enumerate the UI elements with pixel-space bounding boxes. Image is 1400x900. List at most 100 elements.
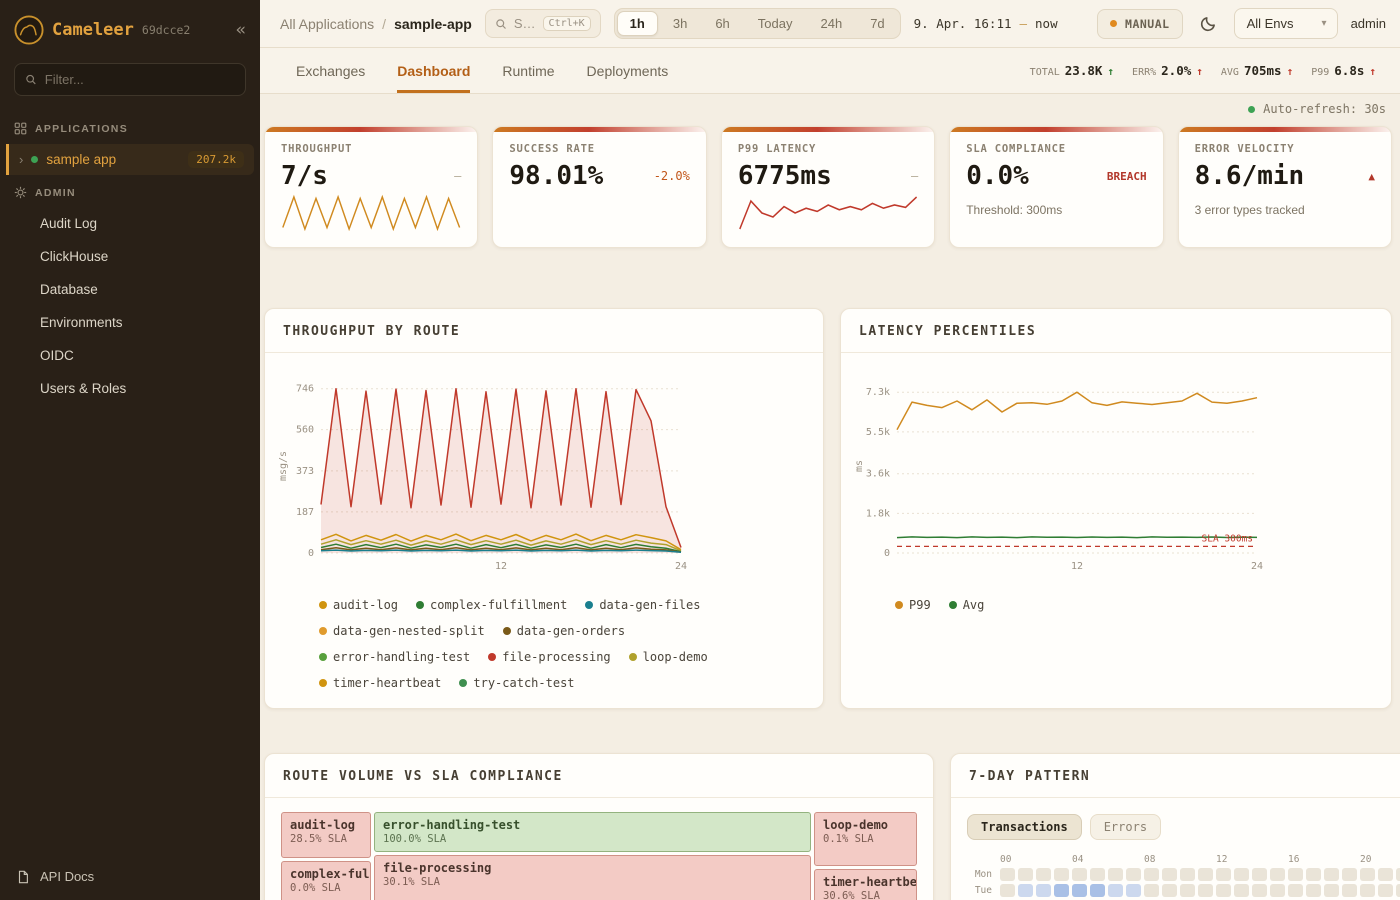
sidebar-item-sample-app[interactable]: › sample app 207.2k [6, 144, 254, 175]
dashboard-content: Auto-refresh: 30s THROUGHPUT 7/s – SUCCESS … [260, 94, 1400, 900]
app-name: Cameleer [52, 20, 134, 40]
sidebar-item-audit-log[interactable]: Audit Log [40, 216, 98, 231]
search-placeholder: S… [513, 16, 536, 31]
heatmap-cell [1072, 884, 1087, 897]
sidebar-filter-input[interactable] [44, 72, 235, 87]
tab-exchanges[interactable]: Exchanges [296, 62, 366, 79]
time-range-3h[interactable]: 3h [660, 11, 700, 36]
legend-item-p99[interactable]: P99 [895, 598, 931, 612]
legend-dot [319, 679, 327, 687]
legend-dot [459, 679, 468, 687]
kpi-card-error-velocity: ERROR VELOCITY 8.6/min ▲ 3 error types trac… [1177, 126, 1393, 248]
manual-refresh-button[interactable]: MANUAL [1097, 8, 1183, 39]
treemap-tile-error-handling-test[interactable]: error-handling-test 100.0% SLA [374, 812, 811, 852]
svg-text:0: 0 [308, 548, 314, 559]
svg-text:3.6k: 3.6k [866, 469, 890, 480]
kpi-accent-strip [493, 127, 706, 132]
time-range-6h[interactable]: 6h [702, 11, 742, 36]
svg-text:12: 12 [495, 561, 507, 572]
heatmap-cell [1126, 884, 1141, 897]
main-area: All Applications / sample-app S… Ctrl+K … [260, 0, 1400, 900]
global-search[interactable]: S… Ctrl+K [484, 9, 601, 38]
breadcrumb-all-applications[interactable]: All Applications [280, 15, 375, 32]
throughput-by-route-chart: 0 187 373 560 746 12 24 msg/s [278, 384, 687, 572]
legend-item-avg[interactable]: Avg [948, 598, 984, 612]
latency-percentiles-panel: LATENCY PERCENTILES 0 1.8k 3.6k 5.5k 7.3k 12 2… [840, 308, 1392, 709]
sidebar-item-clickhouse[interactable]: ClickHouse [40, 249, 109, 264]
heatmap-cell [1360, 868, 1375, 881]
api-docs-link[interactable]: API Docs [0, 853, 260, 900]
app-item-label: sample app [46, 152, 117, 167]
day-label: Tue [974, 885, 992, 896]
sidebar-item-users-roles[interactable]: Users & Roles [40, 381, 127, 396]
sidebar-item-environments[interactable]: Environments [40, 315, 123, 330]
auto-refresh-dot [1248, 105, 1256, 113]
legend-label: data-gen-nested-split [333, 624, 485, 638]
heatmap-cell [1054, 884, 1069, 897]
heatmap-cell [1054, 868, 1069, 881]
heatmap-cell [1234, 884, 1249, 897]
legend-item-audit-log[interactable]: audit-log [319, 598, 398, 612]
treemap-tile-timer-heartbeat[interactable]: timer-heartbeat30.6% SLA [814, 869, 917, 900]
kpi-subtext: Threshold: 300ms [966, 203, 1063, 217]
heatmap-cell [1252, 884, 1267, 897]
toggle-errors[interactable]: Errors [1089, 814, 1162, 840]
heatmap-cell [1162, 884, 1177, 897]
kpi-delta: – [454, 169, 462, 183]
treemap-tile-audit-log[interactable]: audit-log 28.5% SLA [281, 812, 371, 858]
legend-item-loop-demo[interactable]: loop-demo [628, 650, 708, 664]
heatmap-cell [1036, 868, 1051, 881]
legend-item-file-processing[interactable]: file-processing [488, 650, 611, 664]
treemap-tile-loop-demo[interactable]: loop-demo 0.1% SLA [814, 812, 917, 866]
legend-item-complex-fulfillment[interactable]: complex-fulfillment [416, 598, 567, 612]
legend-item-data-gen-nested-split[interactable]: data-gen-nested-split [319, 624, 485, 638]
stat-p99: P99 6.8s ↑ [1311, 63, 1376, 78]
kpi-value: 7/s [281, 161, 328, 191]
heatmap-cell [1288, 884, 1303, 897]
sidebar-collapse-button[interactable]: « [235, 20, 246, 40]
breadcrumb-current: sample-app [394, 15, 472, 32]
user-label[interactable]: admin [1350, 16, 1386, 31]
legend-item-error-handling-test[interactable]: error-handling-test [319, 650, 470, 664]
auto-refresh-label: Auto-refresh: 30s [1263, 102, 1386, 116]
sidebar-item-database[interactable]: Database [40, 282, 98, 297]
tile-name: loop-demo [823, 818, 889, 832]
legend-item-timer-heartbeat[interactable]: timer-heartbeat [319, 676, 441, 690]
time-range-today[interactable]: Today [745, 11, 806, 36]
heatmap-cell [1090, 868, 1105, 881]
dark-mode-toggle[interactable] [1196, 11, 1221, 36]
time-range-24h[interactable]: 24h [807, 11, 855, 36]
tab-deployments[interactable]: Deployments [586, 62, 669, 79]
toggle-transactions[interactable]: Transactions [967, 814, 1082, 840]
app-version: 69dcce2 [141, 23, 191, 37]
env-select[interactable]: All Envs ▾ [1233, 8, 1338, 39]
kpi-accent-strip [721, 127, 935, 132]
legend-dot [416, 601, 425, 609]
kpi-delta: – [910, 169, 919, 183]
tile-name: error-handling-test [383, 818, 521, 832]
time-range-1h[interactable]: 1h [616, 11, 658, 36]
stat-label: TOTAL [1029, 67, 1060, 78]
tab-dashboard[interactable]: Dashboard [397, 48, 471, 93]
legend-dot [895, 601, 903, 609]
tab-runtime[interactable]: Runtime [502, 62, 555, 79]
heatmap-cell [1108, 868, 1123, 881]
time-range-7d[interactable]: 7d [857, 11, 897, 36]
pattern-toggles: Transactions Errors [967, 814, 1400, 840]
treemap-tile-file-processing[interactable]: file-processing 30.1% SLA [374, 855, 811, 900]
document-icon [18, 870, 28, 883]
legend-item-data-gen-files[interactable]: data-gen-files [585, 598, 700, 612]
svg-text:1.8k: 1.8k [866, 508, 890, 519]
panel-title: THROUGHPUT BY ROUTE [265, 309, 823, 353]
date-range[interactable]: 9. Apr. 16:11 — now [914, 16, 1058, 31]
auto-refresh-indicator[interactable]: Auto-refresh: 30s [262, 94, 1392, 124]
legend-item-data-gen-orders[interactable]: data-gen-orders [502, 624, 625, 638]
legend-item-try-catch-test[interactable]: try-catch-test [459, 676, 575, 690]
sidebar-filter-field[interactable] [14, 63, 246, 96]
heatmap-cell [1000, 884, 1015, 897]
kpi-card-success-rate: SUCCESS RATE 98.01% -2.0% [492, 126, 707, 248]
heatmap-cell [1198, 884, 1213, 897]
sidebar-item-oidc[interactable]: OIDC [40, 348, 74, 363]
treemap-tile-complex-fulfil[interactable]: complex-fulfil…0.0% SLA [281, 861, 371, 900]
legend-dot [488, 653, 497, 661]
